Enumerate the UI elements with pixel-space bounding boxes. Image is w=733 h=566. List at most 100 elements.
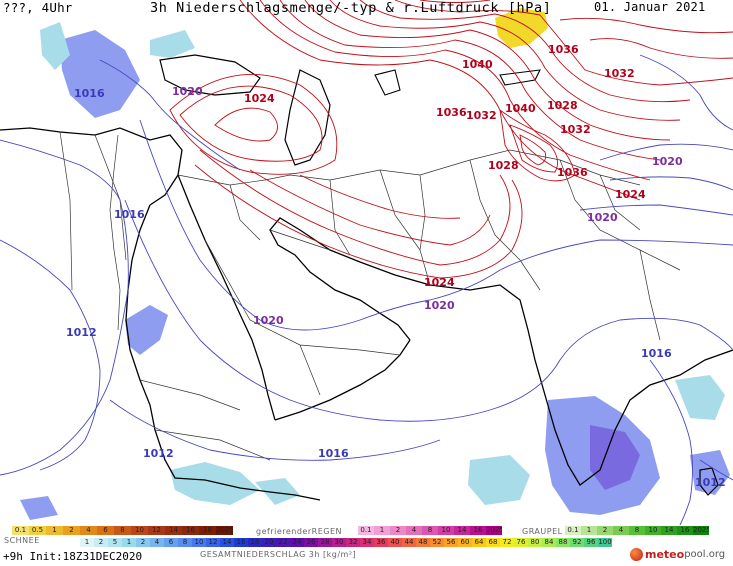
legend-swatch: 22 <box>276 538 290 547</box>
isobar-label: 1028 <box>547 99 578 112</box>
legend-swatch: 18 <box>199 526 216 535</box>
legend-swatch: 2 <box>94 538 108 547</box>
legend-swatch: 14 <box>165 526 182 535</box>
legend-swatch: 72 <box>500 538 514 547</box>
precip-area-redsea <box>125 305 168 355</box>
isobar-label: 1016 <box>74 87 105 100</box>
isobar-label: 1016 <box>318 447 349 460</box>
legend-swatch: 12 <box>206 538 220 547</box>
coastline-horn <box>204 479 321 501</box>
legend-swatch: 92 <box>570 538 584 547</box>
legend-swatch: 8 <box>422 526 438 535</box>
isobar-label: 1020 <box>253 314 284 327</box>
legend-swatch: 2025+ <box>486 526 502 535</box>
isobar-label: 1024 <box>615 188 646 201</box>
legend-swatch: 0.1 <box>358 526 374 535</box>
meteopool-logo: meteo pool .org <box>630 548 725 561</box>
legend-swatch: 96 <box>584 538 598 547</box>
legend-freezing-rain-label: gefrierenderREGEN <box>256 527 342 536</box>
legend-swatch: 56 <box>444 538 458 547</box>
legend-swatch: 4 <box>150 538 164 547</box>
legend-swatch: 1 <box>581 526 597 535</box>
model-run-info: +9h Init:18Z31DEC2020 <box>3 550 143 563</box>
legend-swatch: 18 <box>248 538 262 547</box>
legend-swatch: 1 <box>46 526 63 535</box>
legend-graupel-label: GRAUPEL <box>522 527 563 536</box>
isobar-label: 1012 <box>695 476 726 489</box>
map-title: 3h Niederschlagsmenge/-typ & r.Luftdruck… <box>150 0 552 16</box>
legend-swatch: 2 <box>136 538 150 547</box>
isobars-high <box>169 0 733 279</box>
legend-swatch: 6 <box>164 538 178 547</box>
isobar-label: 1028 <box>488 159 519 172</box>
precip-area-anatolia <box>150 30 195 58</box>
legend-swatch: 16 <box>234 538 248 547</box>
coastline-black-sea <box>159 54 261 96</box>
isobar-label: 1032 <box>466 109 497 122</box>
isobar-label: 1020 <box>587 211 618 224</box>
isobar-label: 1036 <box>557 166 588 179</box>
river-nile <box>109 134 121 331</box>
logo-text-pool: pool <box>684 549 706 560</box>
legend-swatch: 8 <box>114 526 131 535</box>
borders <box>59 131 681 461</box>
legend-swatch: 30 <box>332 538 346 547</box>
legend-swatch: 2025+ <box>693 526 709 535</box>
precip-area-bengal <box>675 375 725 420</box>
isobar-label: 1016 <box>114 208 145 221</box>
legend-swatch: 84 <box>542 538 556 547</box>
precip-area-somali <box>255 478 300 505</box>
legend-swatch: 0.5 <box>29 526 46 535</box>
isobar-label: 1032 <box>604 67 635 80</box>
legend-swatch: 4 <box>80 526 97 535</box>
coastline-mediterranean <box>0 127 183 206</box>
precip-area-sea-light <box>468 455 530 505</box>
isobar-label: 1024 <box>244 92 275 105</box>
coastline-red-sea-west <box>125 204 206 481</box>
legend-swatch: 16 <box>677 526 693 535</box>
isobar-label: 1020 <box>652 155 683 168</box>
legend-swatch: 32 <box>346 538 360 547</box>
legend-swatch: 88 <box>556 538 570 547</box>
run-day-label: ???, 4Uhr <box>3 0 73 15</box>
legend-swatch: 2 <box>597 526 613 535</box>
legend-swatch: 10 <box>131 526 148 535</box>
legend-swatch: 60 <box>458 538 472 547</box>
legend-swatch: 48 <box>416 538 430 547</box>
isobar-label: 1020 <box>424 299 455 312</box>
precip-area-balkans <box>60 30 140 118</box>
coastline-pakistan-india <box>429 284 733 486</box>
precip-area-west-africa <box>20 496 58 520</box>
legend-snow-label: SCHNEE <box>4 536 40 545</box>
coastline-caspian <box>284 69 331 166</box>
isobar-label: 1040 <box>505 102 536 115</box>
isobar-label: 1032 <box>560 123 591 136</box>
precip-area-ethiopia <box>170 462 260 505</box>
legend-swatch: 40 <box>388 538 402 547</box>
legend-swatch: 8 <box>629 526 645 535</box>
isobars-low <box>0 54 733 526</box>
isobar-label: 1024 <box>424 276 455 289</box>
legend-swatch: 0.1 <box>12 526 29 535</box>
legend-swatch: 14 <box>661 526 677 535</box>
legend-swatch: 5 <box>108 538 122 547</box>
isobar-label: 1012 <box>143 447 174 460</box>
legend-swatch: 34 <box>360 538 374 547</box>
legend-swatch: 68 <box>486 538 500 547</box>
legend-swatch: 14 <box>220 538 234 547</box>
valid-date: 01. Januar 2021 <box>594 0 706 14</box>
legend-swatch: 10 <box>438 526 454 535</box>
coastline-arabian-south <box>274 339 411 421</box>
legend-swatch: 6 <box>97 526 114 535</box>
legend-swatch: 24 <box>290 538 304 547</box>
precip-area-balkans-light <box>40 22 70 70</box>
coastline-sri-lanka <box>699 467 719 496</box>
legend-swatch: 2025+ <box>216 526 233 535</box>
legend-swatch: 100 <box>598 538 612 547</box>
coastline-persian-gulf <box>269 217 431 341</box>
legend-swatch: 76 <box>514 538 528 547</box>
logo-text-main: meteo <box>645 548 685 561</box>
legend-swatch: 52 <box>430 538 444 547</box>
